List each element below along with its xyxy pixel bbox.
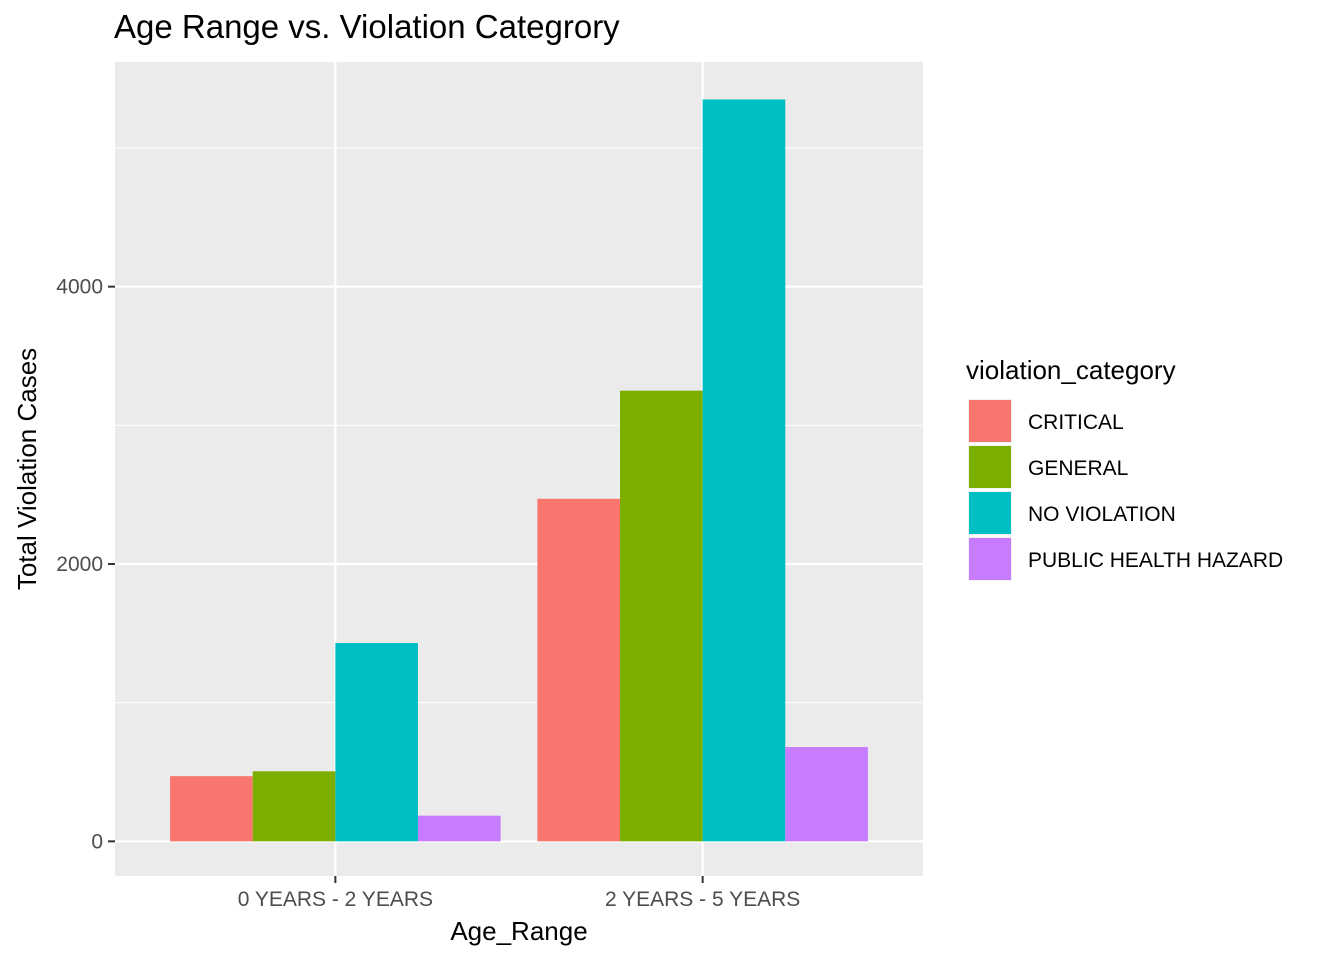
legend-swatch — [969, 492, 1011, 534]
axes: 0 2000 4000 0 YEARS - 2 YEARS 2 YEARS - 5 YE… — [56, 276, 800, 911]
bar — [252, 771, 336, 842]
x-tick-label: 2 YEARS - 5 YEARS — [605, 888, 800, 911]
x-axis-title: Age_Range — [450, 916, 587, 946]
legend: violation_category CRITICAL GENERAL NO VIO… — [966, 355, 1283, 581]
y-axis-title: Total Violation Cases — [12, 348, 42, 590]
legend-label: CRITICAL — [1028, 411, 1124, 434]
bar — [785, 747, 868, 842]
bar — [702, 99, 786, 842]
bar — [537, 498, 620, 842]
legend-label: GENERAL — [1028, 457, 1128, 480]
legend-label: NO VIOLATION — [1028, 503, 1176, 526]
bar — [620, 390, 703, 842]
legend-swatch — [969, 446, 1011, 488]
bar — [170, 776, 253, 842]
legend-swatch — [969, 538, 1011, 580]
bar — [418, 815, 501, 842]
y-tick-label: 2000 — [56, 553, 103, 576]
legend-swatch — [969, 400, 1011, 442]
legend-label: PUBLIC HEALTH HAZARD — [1028, 549, 1283, 572]
chart-title: Age Range vs. Violation Categrory — [114, 8, 620, 45]
y-tick-label: 0 — [91, 830, 103, 853]
y-tick-label: 4000 — [56, 276, 103, 299]
x-tick-label: 0 YEARS - 2 YEARS — [238, 888, 433, 911]
legend-items: CRITICAL GENERAL NO VIOLATION PUBLIC HEALTH… — [968, 399, 1283, 581]
bar — [335, 643, 418, 842]
plot-panel — [115, 62, 923, 876]
legend-title: violation_category — [966, 355, 1176, 385]
bars — [170, 99, 868, 842]
